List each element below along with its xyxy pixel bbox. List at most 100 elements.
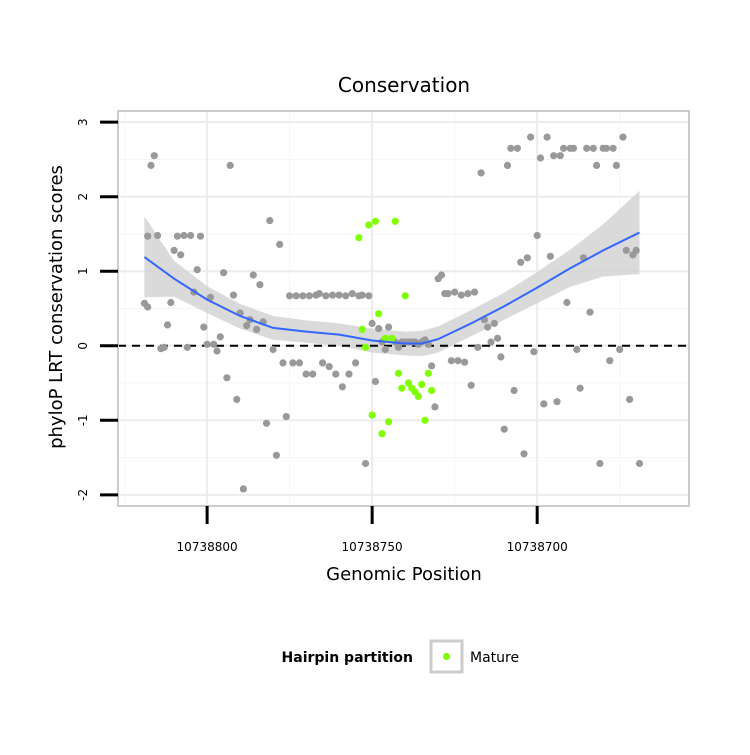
data-point-mature [398,384,406,392]
data-point [348,290,356,298]
data-point [352,359,360,367]
data-point [279,359,287,367]
data-point [183,343,191,351]
data-point [276,240,284,248]
data-point [520,450,528,458]
data-point [470,288,479,296]
data-point [385,323,393,331]
data-point [147,161,155,169]
data-point [345,370,353,378]
data-point [167,298,175,307]
data-point [543,133,551,141]
y-tick-label: -2 [76,489,90,501]
data-point-mature [414,392,422,400]
data-point [457,291,465,299]
data-point [342,292,350,300]
data-point [302,370,310,378]
data-point [616,345,624,354]
data-point [256,281,264,289]
data-point [428,362,436,370]
data-point [292,292,300,300]
data-point [216,333,224,341]
data-point [213,347,221,355]
data-point [299,292,307,300]
data-point [361,459,370,468]
data-point [239,485,247,493]
smooth-line [143,231,640,345]
data-point [612,161,621,169]
data-point [220,269,228,277]
legend-title: Hairpin partition [282,650,413,666]
data-point [203,340,211,348]
legend-key-box [429,639,464,674]
legend-label-mature: Mature [470,650,519,666]
data-point-mature [404,379,413,387]
data-point [563,298,571,307]
y-tick-label: -1 [76,414,90,426]
legend: Hairpin partition Mature [282,639,519,674]
data-point [173,232,181,240]
y-tick-label: 3 [76,118,90,126]
data-point [500,425,508,433]
data-point-mature [401,292,409,300]
data-point [328,291,337,299]
data-point [394,343,403,351]
data-point [632,246,640,254]
data-point [365,292,373,300]
data-point [626,395,634,403]
data-point [322,292,330,300]
data-point [494,334,502,342]
data-point [163,321,172,329]
data-point [305,292,313,300]
data-point [589,144,597,152]
data-point [431,403,439,411]
data-point [517,258,525,266]
data-point [338,383,346,391]
data-point [295,359,304,367]
data-point [477,169,485,177]
data-point [325,363,333,371]
plot-area: -2 -1 0 1 2 3 10738800 10738750 10738700 [76,110,690,554]
data-point [282,413,290,421]
y-axis-title: phyloP LRT conservation scores [46,165,67,449]
data-point [540,400,548,408]
data-point [200,323,208,331]
data-point-mature [365,221,373,229]
data-point [507,144,515,152]
data-point [309,370,317,378]
data-point [381,345,389,354]
data-point [503,161,512,169]
data-point [206,293,214,301]
data-point [569,144,578,152]
data-point [464,290,472,298]
data-point [160,343,168,351]
chart-title: Conservation [338,73,470,97]
data-point [253,325,261,333]
data-point [319,359,327,367]
data-point [368,319,376,327]
data-point [550,152,558,160]
data-point-mature [358,325,366,333]
data-point [375,325,383,333]
data-point [447,357,455,365]
data-point [210,340,218,348]
data-point [243,322,251,330]
data-point-mature [424,369,432,377]
data-point [606,357,614,365]
x-tick-label: 10738750 [342,540,403,554]
data-point [523,254,531,262]
data-point [602,144,611,152]
data-point [223,374,231,382]
data-point [530,348,538,356]
data-point-mature [388,334,396,342]
data-point [461,358,469,366]
data-point [583,144,591,152]
data-point-mature [428,386,436,395]
data-point [576,384,584,392]
x-tick-label: 10738700 [507,540,568,554]
data-point [451,288,459,296]
data-point [226,161,234,169]
data-point [249,271,257,279]
data-point [533,231,541,240]
data-point [332,370,340,378]
